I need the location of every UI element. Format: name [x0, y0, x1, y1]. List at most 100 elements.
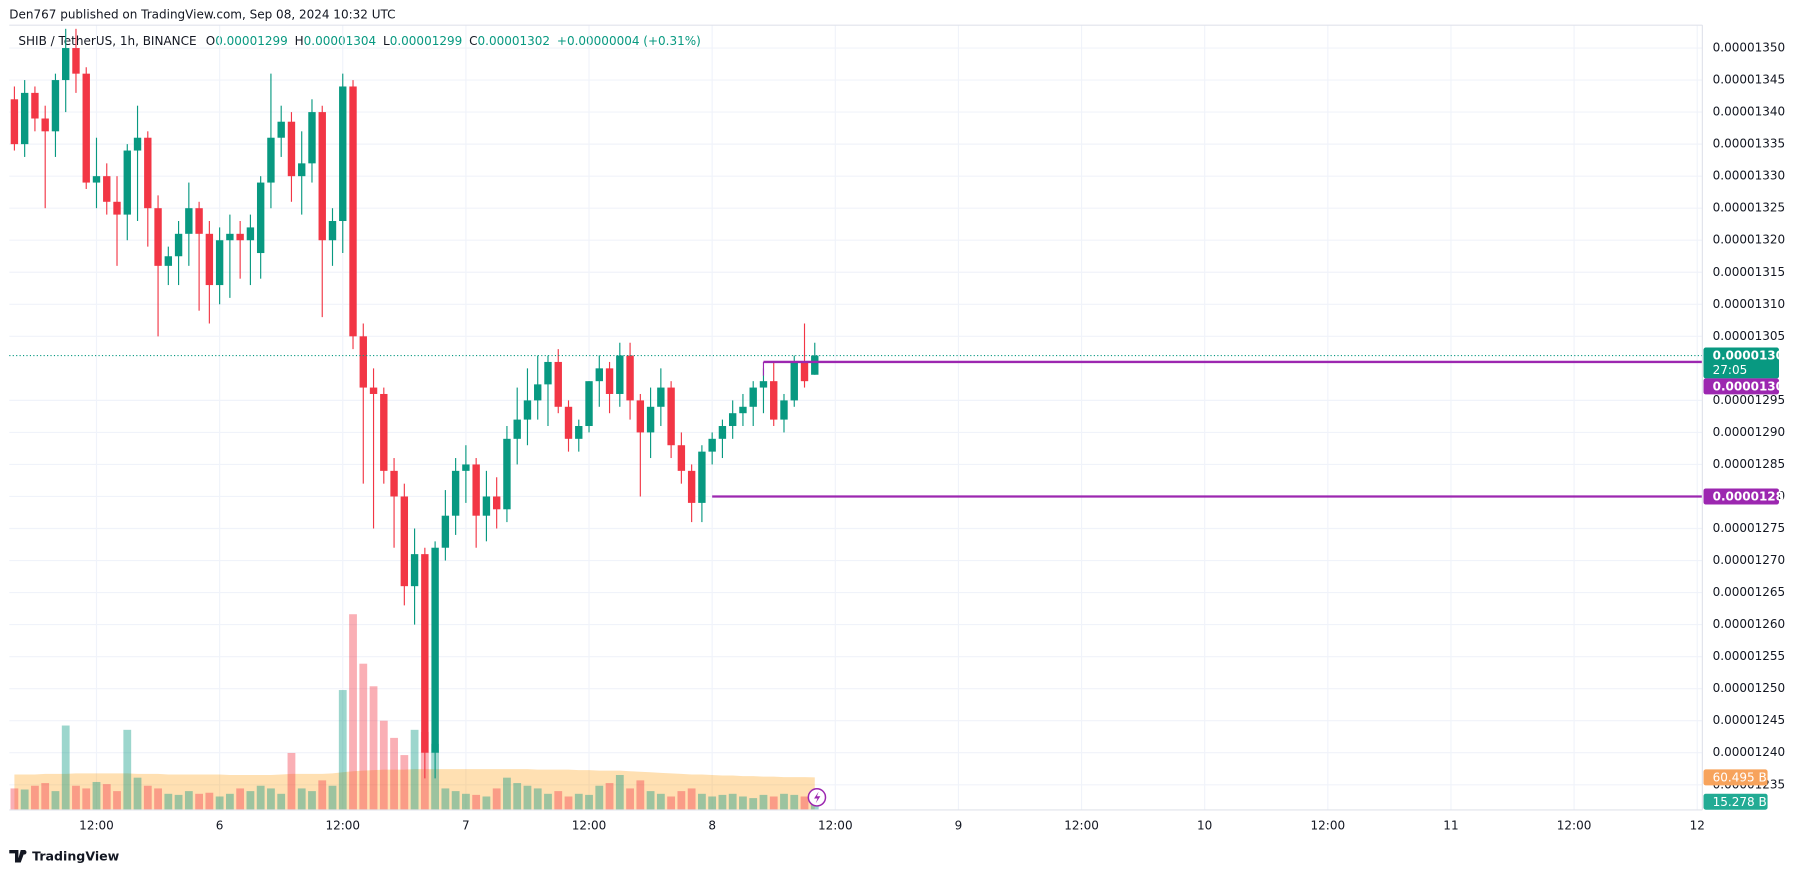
- candle-body: [421, 554, 429, 753]
- candle-body: [636, 400, 645, 433]
- candle-body: [544, 361, 552, 385]
- candle-body: [657, 387, 665, 407]
- y-tick-label: 0.00001260: [1713, 617, 1786, 631]
- volume-bar: [164, 793, 173, 810]
- volume-bar: [256, 785, 265, 810]
- candle-body: [308, 112, 316, 164]
- volume-ma-tag-label: 60.495 B: [1713, 770, 1767, 784]
- volume-bar: [769, 796, 778, 810]
- candle-body: [174, 233, 183, 257]
- candle-body: [728, 413, 737, 427]
- x-tick-label: 9: [955, 818, 963, 832]
- volume-bar: [359, 663, 368, 810]
- volume-bar: [338, 690, 347, 810]
- volume-bar: [113, 791, 121, 810]
- candle-body: [154, 208, 162, 266]
- header: Den767 published on TradingView.com, Sep…: [9, 7, 395, 21]
- candle-body: [534, 384, 542, 401]
- candle-body: [595, 368, 603, 382]
- volume-bar: [533, 788, 542, 810]
- candle-body: [667, 387, 675, 446]
- volume-bar: [205, 792, 214, 810]
- volume-bar: [523, 785, 532, 810]
- lightning-glyph: [814, 791, 821, 804]
- candle-body: [318, 112, 326, 241]
- candle-body: [749, 387, 757, 407]
- axes: 0.00001350 0.00001345 0.00001340 0.00001335…: [79, 41, 1792, 833]
- candle-body: [472, 464, 480, 516]
- volume-bar: [318, 780, 327, 810]
- y-tick-label: 0.00001245: [1713, 713, 1786, 727]
- volume-bar: [92, 781, 101, 810]
- price-line-tag: [1703, 488, 1780, 505]
- candle-body: [759, 381, 768, 388]
- candle-body: [349, 86, 357, 337]
- volume-bar: [749, 798, 758, 810]
- candle-body: [51, 80, 60, 132]
- volume-bar: [544, 793, 552, 810]
- volume-bar: [102, 784, 111, 810]
- candle-body: [462, 464, 470, 471]
- legend-text: SHIB / TetherUS, 1h, BINANCE O0.00001299 H…: [18, 34, 700, 48]
- candle-body: [575, 426, 583, 439]
- candle-body: [195, 208, 203, 234]
- volume-bar: [61, 725, 70, 810]
- footer-brand: TradingView: [32, 848, 120, 863]
- y-tick-label: 0.00001275: [1713, 521, 1786, 535]
- candle-body: [482, 496, 491, 516]
- candle-body: [298, 163, 306, 177]
- x-tick-label: 12:00: [79, 818, 114, 832]
- y-tick-label: 0.00001330: [1713, 169, 1786, 183]
- candle-body: [492, 496, 501, 510]
- volume-bar: [277, 793, 286, 810]
- volume-bar: [677, 791, 686, 810]
- candle-body: [144, 137, 152, 209]
- legend-change: +0.00000004 (+0.31%): [557, 34, 701, 48]
- volume-bar: [759, 794, 768, 810]
- volume-ma-area: [14, 769, 815, 810]
- volume-bar: [574, 793, 583, 810]
- volume-bar: [718, 794, 727, 810]
- candle-body: [687, 470, 696, 503]
- x-tick-label: 12:00: [325, 818, 360, 832]
- candle-body: [267, 137, 275, 183]
- volume-bar: [72, 785, 80, 810]
- candle-body: [256, 182, 265, 254]
- y-tick-label: 0.00001335: [1713, 137, 1786, 151]
- y-tick-label: 0.00001325: [1713, 201, 1786, 215]
- volume-bar: [10, 788, 19, 810]
- volume-tag-label: 15.278 B: [1713, 795, 1767, 809]
- legend-symbol: SHIB / TetherUS, 1h, BINANCE: [18, 34, 196, 48]
- candle-body: [226, 233, 234, 241]
- y-tick-label: 0.00001250: [1713, 681, 1786, 695]
- legend-value: 0.00001304: [304, 34, 377, 48]
- x-tick-label: 6: [216, 818, 224, 832]
- volume-bar: [585, 794, 593, 810]
- candle-body: [708, 438, 716, 452]
- candle-body: [451, 470, 460, 516]
- price-line-tag-label: 0.00001301: [1713, 379, 1793, 393]
- candle-body: [554, 361, 562, 407]
- candle-body: [20, 92, 29, 145]
- volume-bar: [472, 794, 481, 810]
- candle-body: [780, 400, 788, 420]
- volume-bar: [595, 785, 604, 810]
- y-tick-label: 0.00001340: [1713, 105, 1786, 119]
- volume-bar: [31, 785, 39, 810]
- candle-body: [564, 406, 573, 439]
- volume-bar: [451, 791, 460, 810]
- candle-body: [287, 121, 296, 177]
- volume-bar: [287, 752, 296, 810]
- y-tick-label: 0.00001270: [1713, 553, 1786, 567]
- candle-body: [246, 227, 255, 241]
- volume-bar: [123, 729, 132, 810]
- candle-body: [31, 92, 39, 119]
- overlays: [9, 354, 1703, 498]
- volume-bar: [605, 783, 614, 810]
- x-tick-label: 12:00: [818, 818, 853, 832]
- volume-bar: [615, 774, 624, 810]
- candle-body: [503, 438, 511, 510]
- volume-bar: [82, 788, 91, 810]
- volume-bar: [369, 686, 378, 810]
